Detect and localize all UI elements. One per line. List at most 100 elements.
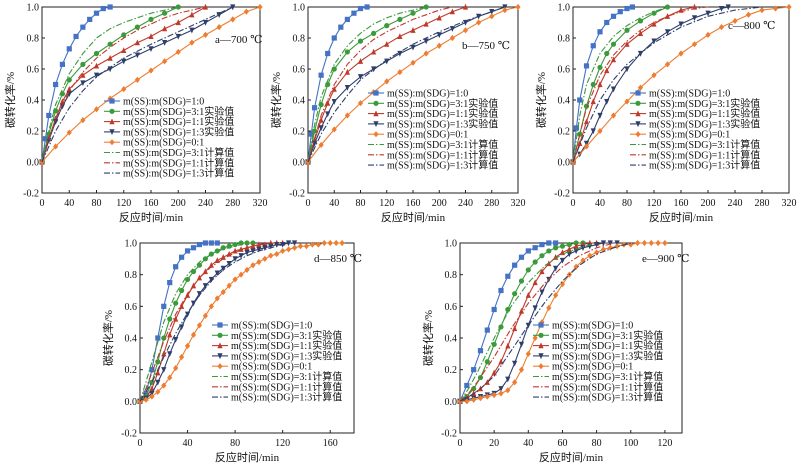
data-point	[134, 52, 140, 59]
legend-item-ss31c: m(SS):m(SDG)=3:1计算值	[104, 146, 234, 159]
data-point	[297, 243, 304, 250]
data-point	[202, 240, 208, 246]
data-point	[597, 64, 603, 71]
data-point	[42, 136, 49, 142]
legend-label: m(SS):m(SDG)=1:3实验值	[123, 125, 234, 138]
series-ss13e	[305, 4, 508, 166]
y-tick-label: 1.0	[445, 239, 458, 250]
legend-item-ss13c: m(SS):m(SDG)=1:3计算值	[212, 391, 342, 404]
y-tick-label: 0.0	[558, 158, 571, 169]
data-point	[184, 276, 191, 283]
data-point	[216, 12, 222, 18]
data-point	[624, 5, 630, 12]
data-point	[220, 288, 226, 296]
legend-item-ss31c: m(SS):m(SDG)=3:1计算值	[533, 370, 663, 383]
data-point	[484, 359, 490, 365]
data-point	[553, 292, 559, 299]
legend: m(SS):m(SDG)=1:0m(SS):m(SDG)=3:1实验值m(SS)…	[630, 89, 760, 172]
data-point	[607, 244, 613, 251]
data-point	[351, 10, 357, 16]
data-point	[518, 278, 525, 284]
data-point	[232, 247, 238, 254]
x-tick-label: 40	[64, 198, 74, 209]
data-point	[93, 106, 100, 113]
data-point	[331, 126, 337, 133]
data-point	[423, 4, 429, 10]
legend-swatch-marker	[217, 363, 223, 370]
data-point	[462, 27, 469, 34]
legend-label: m(SS):m(SDG)=1:1计算值	[231, 380, 342, 393]
y-tick-label: -0.2	[289, 189, 305, 200]
legend-label: m(SS):m(SDG)=1:3计算值	[649, 159, 760, 172]
series-line-ss11c	[572, 6, 709, 163]
data-point	[202, 312, 208, 319]
data-point	[725, 4, 731, 11]
legend-item-ss11c: m(SS):m(SDG)=1:1计算值	[630, 148, 760, 161]
data-point	[484, 393, 490, 400]
series-line-ss31c	[139, 242, 248, 402]
data-point	[384, 78, 390, 85]
data-point	[155, 335, 161, 341]
series-ss10	[457, 240, 559, 404]
data-point	[590, 81, 596, 88]
legend-swatch-marker	[217, 353, 223, 360]
data-point	[121, 47, 127, 53]
legend-label: m(SS):m(SDG)=3:1实验值	[123, 105, 234, 118]
data-point	[107, 41, 113, 47]
y-tick-label: 0.4	[125, 334, 138, 345]
y-tick-label: -0.2	[441, 429, 457, 440]
series-line-ss31c	[572, 6, 668, 163]
data-point	[664, 29, 671, 35]
data-point	[162, 10, 168, 16]
legend-label: m(SS):m(SDG)=1:3实验值	[387, 117, 498, 130]
panel-5: -0.2 0.0 0.2 0.4 0.6 0.8 1.0 0 20 40 60 80 100 120 反应时…	[421, 239, 689, 465]
y-tick-label: 0.4	[445, 334, 458, 345]
data-point	[357, 100, 364, 107]
data-point	[325, 50, 331, 57]
y-tick-label: 1.0	[293, 3, 306, 14]
y-tick-label: -0.2	[23, 189, 39, 200]
legend-label: m(SS):m(SDG)=1:0	[649, 89, 730, 100]
data-point	[532, 334, 538, 342]
legend-item-ss31e: m(SS):m(SDG)=3:1实验值	[368, 97, 498, 110]
series-ss11c	[307, 6, 453, 163]
panel-3: -0.2 0.0 0.2 0.4 0.6 0.8 1.0 0 40 80 120 160 200 240 2…	[534, 3, 797, 225]
data-point	[410, 10, 416, 16]
x-tick-label: 40	[523, 438, 533, 449]
legend-item-ss31e: m(SS):m(SDG)=3:1实验值	[212, 329, 342, 342]
data-point	[745, 11, 752, 18]
data-point	[397, 16, 403, 22]
x-tick-label: 80	[356, 198, 366, 209]
x-tick-label: 320	[253, 198, 268, 209]
legend-swatch-marker	[109, 139, 115, 146]
data-point	[512, 291, 518, 297]
data-point	[93, 10, 100, 16]
data-point	[607, 240, 613, 247]
data-point	[243, 8, 249, 15]
legend-label: m(SS):m(SDG)=1:3计算值	[123, 167, 234, 180]
data-point	[66, 46, 72, 52]
data-point	[597, 81, 603, 88]
data-point	[173, 315, 179, 322]
data-point	[491, 306, 497, 313]
legend-label: m(SS):m(SDG)=1:0	[552, 321, 633, 332]
legend-item-ss10: m(SS):m(SDG)=1:0	[533, 321, 633, 332]
y-tick-label: 0.8	[125, 270, 138, 281]
data-point	[318, 125, 324, 132]
data-point	[73, 33, 79, 40]
series-line-ss31c	[459, 242, 597, 402]
legend-swatch-marker	[109, 98, 115, 104]
data-point	[462, 19, 469, 26]
x-tick-label: 200	[701, 198, 716, 209]
legend-swatch-marker	[373, 121, 379, 128]
legend: m(SS):m(SDG)=1:0m(SS):m(SDG)=3:1实验值m(SS)…	[212, 321, 342, 404]
data-point	[624, 98, 630, 105]
legend-label: m(SS):m(SDG)=1:3实验值	[231, 349, 342, 362]
data-point	[226, 282, 232, 289]
legend-swatch-marker	[217, 342, 223, 349]
legend-label: m(SS):m(SDG)=1:1实验值	[649, 107, 760, 120]
data-point	[594, 249, 600, 256]
data-point	[610, 112, 617, 119]
data-point	[491, 369, 497, 376]
data-point	[539, 253, 545, 259]
